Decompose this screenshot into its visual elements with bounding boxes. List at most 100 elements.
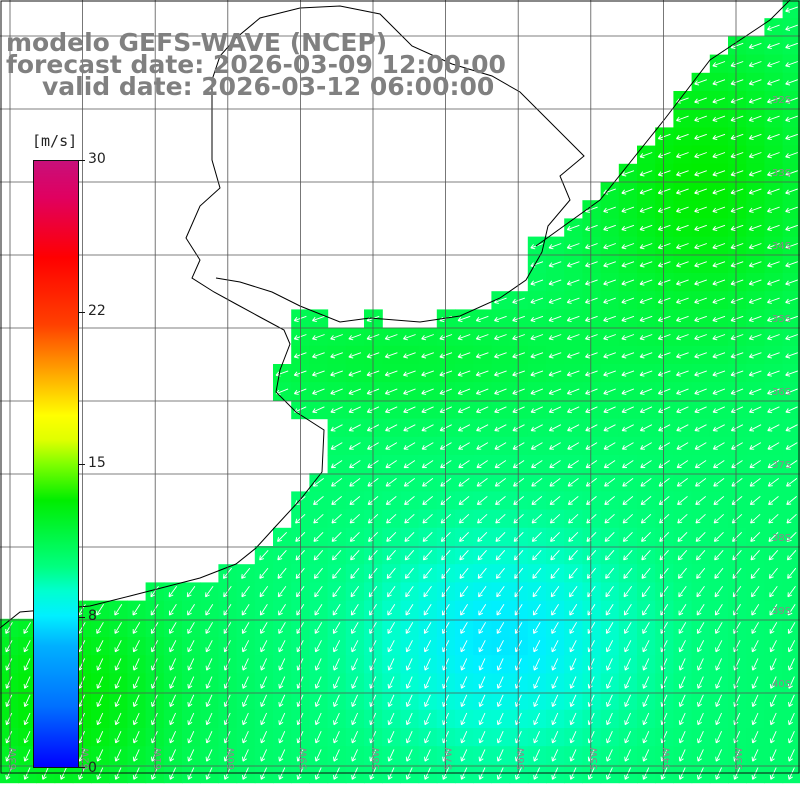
wind-arrow: [422, 496, 433, 506]
wind-arrow: [768, 513, 779, 524]
wind-arrow: [387, 712, 395, 726]
wind-arrow: [585, 261, 598, 268]
wind-arrow: [748, 61, 762, 68]
wind-arrow: [697, 658, 704, 671]
wind-arrow: [551, 676, 559, 689]
wind-arrow: [530, 442, 543, 450]
wind-arrow: [494, 388, 507, 395]
wind-arrow: [767, 460, 780, 469]
wind-arrow: [549, 442, 561, 450]
wind-arrow: [749, 460, 761, 469]
wind-arrow: [694, 442, 707, 450]
wind-arrow: [259, 585, 269, 598]
wind-arrow: [623, 585, 633, 598]
longitude-label: 53W: [734, 747, 745, 770]
wind-arrow: [769, 640, 777, 653]
wind-arrow: [769, 694, 777, 707]
wind-arrow: [349, 496, 361, 506]
wind-arrow: [513, 496, 524, 506]
wind-arrow: [530, 352, 544, 359]
wind-arrow: [150, 585, 159, 598]
wind-arrow: [785, 442, 798, 450]
wind-arrow: [569, 712, 577, 726]
wind-arrow: [730, 224, 744, 232]
wind-arrow: [424, 749, 431, 762]
wind-arrow: [169, 749, 177, 762]
wind-arrow: [421, 460, 434, 469]
wind-arrow: [5, 731, 13, 744]
wind-arrow: [532, 585, 542, 598]
wind-arrow: [550, 531, 561, 542]
wind-arrow: [787, 622, 796, 634]
wind-arrow: [330, 370, 343, 377]
wind-arrow: [551, 658, 559, 671]
wind-arrow: [533, 622, 541, 634]
wind-arrow: [694, 334, 707, 341]
wind-arrow: [676, 442, 689, 450]
wind-arrow: [622, 460, 634, 469]
wind-arrow: [712, 152, 726, 159]
wind-arrow: [96, 658, 104, 671]
wind-arrow: [715, 694, 723, 707]
wind-arrow: [457, 352, 471, 359]
wind-arrow: [96, 712, 104, 726]
wind-arrow: [639, 370, 653, 377]
wind-arrow: [513, 513, 524, 524]
wind-arrow: [715, 640, 723, 653]
wind-arrow: [496, 640, 504, 653]
wind-arrow: [494, 334, 507, 341]
wind-arrow: [494, 370, 507, 377]
wind-arrow: [713, 460, 725, 469]
wind-arrow: [348, 334, 362, 341]
latitude-label: 35S: [772, 314, 791, 325]
wind-arrow: [785, 388, 798, 395]
wind-arrow: [604, 513, 615, 524]
wind-arrow: [694, 460, 707, 469]
wind-arrow: [495, 496, 506, 506]
wind-arrow: [348, 406, 361, 414]
wind-arrow: [478, 640, 486, 653]
wind-arrow: [715, 749, 723, 762]
wind-arrow: [676, 243, 689, 250]
wind-arrow: [187, 731, 195, 744]
wind-arrow: [457, 315, 471, 323]
wind-arrow: [494, 406, 507, 414]
wind-arrow: [531, 460, 543, 469]
wind-arrow: [496, 731, 504, 744]
wind-arrow: [730, 388, 744, 395]
wind-arrow: [550, 585, 560, 598]
wind-arrow: [730, 79, 744, 86]
wind-arrow: [748, 334, 762, 341]
coastline: [0, 0, 791, 629]
wind-arrow: [23, 676, 31, 689]
wind-arrow: [404, 513, 415, 524]
wind-arrow: [605, 640, 614, 653]
wind-arrow: [658, 496, 670, 506]
longitude-label: 60W: [226, 747, 237, 770]
wind-arrow: [621, 442, 634, 450]
wind-arrow: [459, 531, 470, 542]
wind-arrow: [624, 694, 632, 707]
wind-arrow: [260, 731, 268, 744]
wind-arrow: [785, 424, 798, 432]
wind-arrow: [606, 658, 613, 671]
wind-arrow: [639, 224, 653, 232]
wind-arrow: [495, 531, 506, 542]
wind-arrow: [730, 188, 744, 195]
wind-arrow: [278, 694, 286, 707]
wind-arrow: [605, 604, 614, 616]
wind-arrow: [23, 694, 31, 707]
wind-arrow: [331, 531, 342, 542]
wind-arrow: [530, 424, 543, 432]
wind-arrow: [569, 604, 578, 616]
wind-arrow: [769, 604, 778, 616]
wind-arrow: [531, 513, 543, 524]
wind-arrow: [769, 749, 777, 762]
wind-arrow: [385, 496, 397, 506]
wind-arrow: [678, 712, 686, 726]
wind-arrow: [387, 585, 396, 598]
wind-arrow: [385, 478, 397, 487]
wind-arrow: [621, 334, 635, 341]
wind-arrow: [585, 442, 598, 450]
wind-arrow: [785, 61, 798, 68]
